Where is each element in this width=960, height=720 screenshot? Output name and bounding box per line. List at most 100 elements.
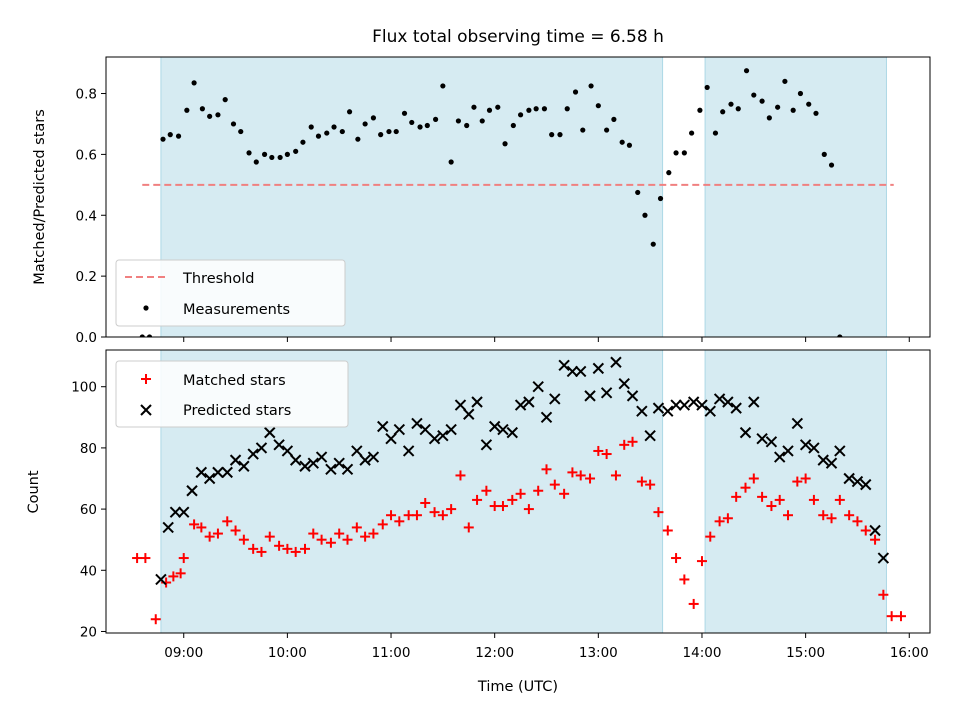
matched-stars-series: [132, 436, 906, 625]
matched-star-point: [705, 531, 716, 542]
top-legend-box: [115, 259, 346, 327]
matched-star-point: [150, 614, 161, 625]
predicted-star-point: [636, 405, 648, 417]
predicted-star-point: [221, 466, 233, 479]
measurement-point: [533, 106, 539, 112]
predicted-star-point: [817, 454, 829, 466]
measurement-point: [712, 130, 719, 136]
legend-matched-swatch: [141, 374, 151, 384]
matched-star-point: [463, 522, 474, 533]
matched-star-point: [559, 488, 570, 499]
measurement-point: [207, 113, 213, 119]
top-y-tick-label: 0.8: [76, 87, 97, 103]
predicted-star-point: [437, 429, 449, 442]
measurement-point: [409, 119, 415, 126]
measurement-point: [417, 124, 423, 130]
predicted-star-point: [610, 356, 622, 368]
matched-star-point: [808, 494, 819, 505]
matched-star-point: [274, 540, 285, 551]
bottom-x-ticks: 09:00 10:00 11:00 12:00 13:00 14:00 15:00 16:00: [164, 633, 929, 661]
matched-star-point: [601, 449, 612, 460]
predicted-star-point: [212, 466, 224, 479]
measurement-point: [642, 212, 648, 218]
bottom-panel: 09:00 10:00 11:00 12:00 13:00 14:00 15:00 16:00…: [26, 349, 931, 695]
matched-star-point: [196, 522, 207, 533]
predicted-star-point: [600, 387, 613, 399]
predicted-star-point: [255, 442, 268, 454]
x-tick-label: 09:00: [164, 645, 203, 661]
measurement-point: [362, 121, 368, 127]
matched-star-point: [140, 553, 151, 564]
predicted-star-point: [393, 423, 406, 436]
matched-star-point: [585, 473, 596, 484]
measurement-point: [572, 89, 579, 95]
x-axis-label: Time (UTC): [477, 679, 558, 695]
matched-star-point: [774, 494, 785, 505]
matched-star-point: [523, 504, 534, 515]
matched-star-point: [783, 510, 794, 521]
measurement-point: [837, 334, 843, 337]
matched-star-point: [222, 516, 233, 527]
matched-star-point: [308, 528, 319, 539]
matched-star-point: [688, 598, 699, 609]
predicted-star-point: [480, 439, 493, 451]
measurement-point: [759, 98, 765, 104]
measurement-point: [300, 139, 306, 145]
predicted-star-point: [178, 506, 190, 518]
predicted-star-point: [791, 417, 804, 430]
predicted-star-point: [289, 454, 302, 466]
measurement-point: [495, 104, 501, 110]
predicted-star-point: [618, 377, 630, 390]
matched-star-point: [290, 546, 301, 557]
matched-star-point: [248, 543, 259, 554]
predicted-star-point: [584, 390, 596, 402]
predicted-star-point: [419, 423, 431, 436]
matched-star-point: [671, 553, 682, 564]
predicted-star-point: [351, 445, 363, 457]
x-tick-label: 12:00: [475, 645, 514, 661]
predicted-star-point: [532, 381, 544, 393]
matched-star-point: [870, 534, 881, 545]
matched-star-point: [282, 543, 293, 554]
matched-star-point: [541, 464, 552, 475]
predicted-star-point: [333, 457, 345, 469]
measurement-point: [464, 122, 470, 129]
matched-star-point: [852, 516, 863, 527]
measurement-point: [215, 112, 221, 118]
predicted-star-point: [843, 472, 855, 485]
matched-star-point: [895, 611, 906, 622]
matched-star-point: [420, 497, 431, 508]
measurement-point: [433, 116, 439, 122]
measurement-point: [828, 162, 835, 168]
measurement-point: [284, 151, 290, 157]
matched-star-point: [860, 525, 871, 536]
measurement-point: [806, 101, 812, 107]
matched-star-point: [679, 574, 690, 585]
predicted-star-point: [722, 396, 734, 408]
matched-star-point: [533, 485, 544, 496]
measurement-point: [199, 106, 205, 112]
matched-star-point: [189, 519, 200, 530]
predicted-star-point: [281, 445, 294, 457]
bottom-axes-frame: [105, 349, 931, 634]
matched-star-point: [481, 485, 492, 496]
measurement-point: [238, 128, 244, 135]
measurement-point: [735, 106, 741, 112]
measurement-point: [486, 107, 493, 113]
predicted-star-point: [696, 399, 708, 411]
predicted-star-point: [799, 439, 812, 451]
measurement-point: [697, 107, 703, 113]
predicted-star-point: [782, 445, 794, 457]
measurement-point: [393, 128, 399, 135]
measurement-point: [246, 150, 252, 156]
x-tick-label: 13:00: [579, 645, 618, 661]
matched-star-point: [636, 476, 647, 487]
matched-star-point: [175, 568, 186, 579]
predicted-star-point: [341, 463, 354, 476]
measurement-point: [184, 107, 190, 113]
predicted-star-point: [186, 485, 198, 497]
measurement-point: [619, 139, 625, 145]
matched-star-point: [386, 510, 397, 521]
predicted-star-point: [428, 433, 441, 445]
predicted-star-point: [860, 478, 872, 491]
